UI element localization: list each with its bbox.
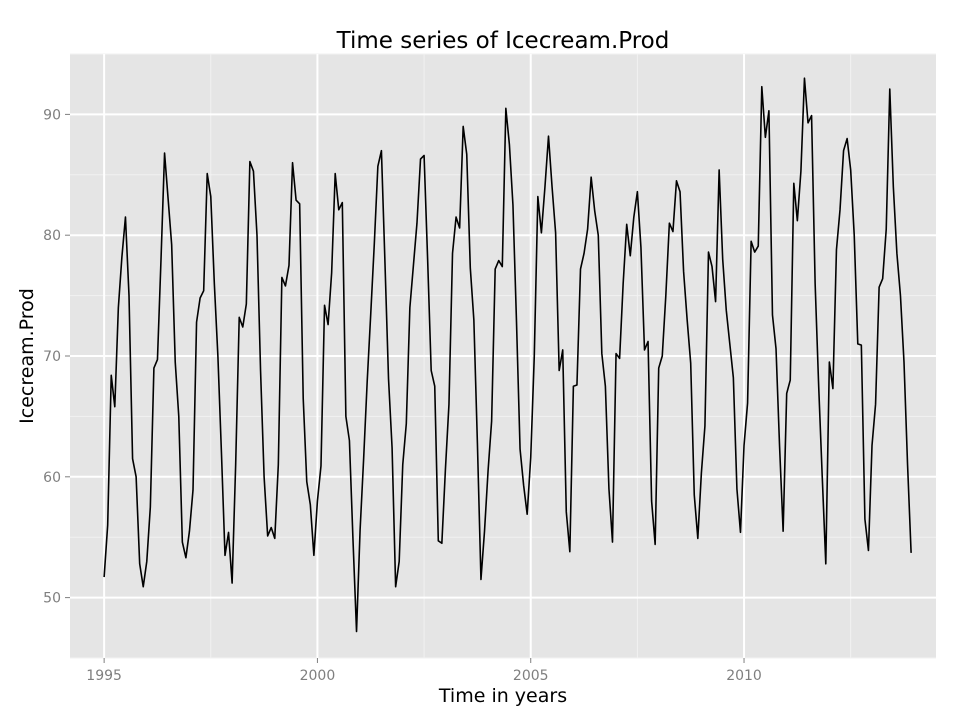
x-tick-label: 2010 xyxy=(726,668,762,684)
chart-title: Time series of Icecream.Prod xyxy=(336,28,670,54)
series-line xyxy=(103,77,912,633)
y-tick-label: 80 xyxy=(43,228,61,244)
x-tick-label: 2000 xyxy=(300,668,336,684)
x-axis-ticks: 1995 2000 2005 2010 xyxy=(86,658,762,684)
x-axis-title: Time in years xyxy=(438,685,567,707)
x-tick-label: 1995 xyxy=(86,668,122,684)
y-tick-label: 60 xyxy=(43,470,61,486)
y-tick-label: 70 xyxy=(43,349,61,365)
y-tick-label: 50 xyxy=(43,591,61,607)
x-tick-label: 2005 xyxy=(513,668,549,684)
series-layer xyxy=(103,77,912,633)
y-axis-title: Icecream.Prod xyxy=(16,288,38,424)
y-tick-label: 90 xyxy=(43,107,61,123)
major-gridlines xyxy=(70,54,936,658)
y-axis-ticks: 50 60 70 80 90 xyxy=(43,107,70,607)
